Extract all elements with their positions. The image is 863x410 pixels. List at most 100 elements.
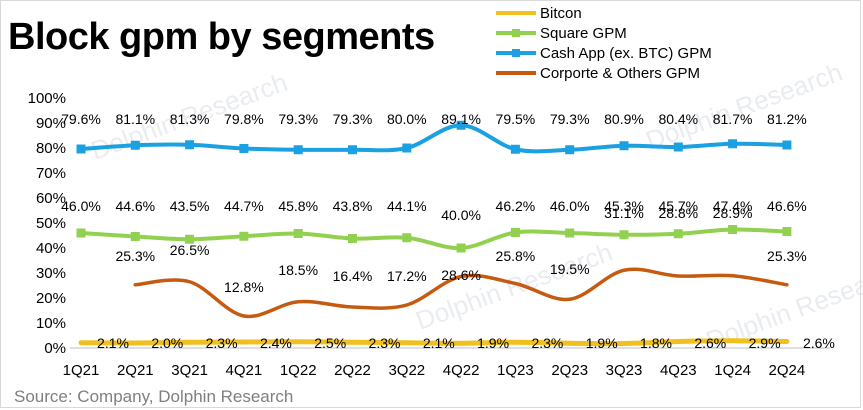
data-label-bitcoin: 2.9% [749,335,781,351]
data-label-square: 45.3% [604,198,644,214]
data-label-square: 43.5% [170,198,210,214]
x-tick-label: 4Q23 [660,362,697,379]
y-tick-label: 20% [36,290,66,307]
data-label-bitcoin: 2.3% [206,335,238,351]
data-label-cashapp: 79.6% [61,111,101,127]
data-label-square: 45.7% [658,198,698,214]
series-line-corporate [133,267,789,319]
chart-title: Block gpm by segments [8,16,435,58]
data-point-square [456,243,466,253]
x-tick-label: 1Q21 [63,362,100,379]
data-label-bitcoin: 2.3% [531,335,563,351]
data-label-cashapp: 80.9% [604,111,644,127]
data-label-corporate: 12.8% [224,279,264,295]
series-line-cashapp [79,123,789,154]
x-tick-label: 3Q21 [171,362,208,379]
data-point-square [185,234,195,244]
data-label-square: 44.1% [387,198,427,214]
data-point-cashapp [348,145,357,155]
data-label-square: 43.8% [333,198,373,214]
legend-label-corporate: Corporte & Others GPM [540,65,700,82]
data-label-square: 46.0% [61,198,101,214]
data-label-cashapp: 81.2% [767,111,807,127]
data-point-cashapp [293,145,303,155]
legend-label-cashapp: Cash App (ex. BTC) GPM [540,45,712,62]
legend-label-bitcoin: Bitcon [540,5,582,22]
legend-label-square: Square GPM [540,25,627,42]
data-label-bitcoin: 2.6% [694,335,726,351]
x-tick-label: 2Q22 [334,362,371,379]
data-label-corporate: 25.3% [115,248,155,264]
data-label-bitcoin: 2.4% [260,335,292,351]
x-tick-label: 1Q22 [280,362,317,379]
data-label-cashapp: 79.8% [224,111,264,127]
data-label-square: 40.0% [441,207,481,223]
y-tick-label: 100% [28,90,66,107]
y-tick-label: 30% [36,265,66,282]
y-tick-label: 90% [36,115,66,132]
data-point-cashapp [782,140,792,150]
data-label-square: 46.6% [767,198,807,214]
data-label-cashapp: 81.1% [115,111,155,127]
data-point-cashapp [239,144,249,153]
data-label-square: 44.7% [224,198,264,214]
data-point-square [239,231,249,241]
series-line-square [79,227,789,251]
x-tick-label: 2Q23 [551,362,588,379]
x-tick-label: 2Q21 [117,362,154,379]
data-point-cashapp [185,140,195,150]
x-tick-label: 3Q22 [388,362,425,379]
x-tick-label: 2Q24 [769,362,806,379]
data-point-cashapp [619,141,629,151]
data-label-corporate: 28.8% [658,205,698,221]
data-label-corporate: 31.1% [604,205,644,221]
data-label-cashapp: 79.3% [278,111,318,127]
series-line-bitcoin [78,338,790,347]
data-label-corporate: 16.4% [333,268,373,284]
data-label-corporate: 18.5% [278,262,318,278]
data-label-bitcoin: 2.5% [314,335,346,351]
data-point-square [510,228,520,237]
legend-marker-square [512,29,520,37]
data-point-cashapp [728,139,738,149]
data-label-cashapp: 89.1% [441,111,481,127]
data-point-cashapp [130,140,140,150]
data-point-cashapp [402,143,412,153]
data-point-cashapp [456,120,466,130]
data-point-square [619,230,629,240]
data-point-square [402,233,412,243]
data-point-square [673,229,683,239]
data-label-bitcoin: 2.0% [151,335,183,351]
x-tick-label: 1Q23 [497,362,534,379]
data-point-square [728,225,738,234]
data-point-cashapp [510,144,520,154]
data-point-square [293,229,303,238]
y-tick-label: 40% [36,240,66,257]
y-tick-label: 70% [36,165,66,182]
data-label-corporate: 28.9% [713,205,753,221]
y-tick-label: 80% [36,140,66,157]
data-label-bitcoin: 2.6% [803,335,835,351]
data-label-square: 45.8% [278,198,318,214]
data-label-corporate: 28.6% [441,267,481,283]
x-tick-label: 4Q21 [226,362,263,379]
data-label-bitcoin: 1.8% [640,335,672,351]
data-label-bitcoin: 2.1% [423,335,455,351]
source-note: Source: Company, Dolphin Research [14,387,294,406]
x-tick-label: 4Q22 [443,362,480,379]
data-point-square [130,232,140,241]
x-tick-label: 1Q24 [714,362,751,379]
data-label-bitcoin: 1.9% [586,335,618,351]
y-tick-label: 0% [44,340,66,357]
data-label-cashapp: 79.3% [333,111,373,127]
data-label-square: 47.4% [713,198,753,214]
data-point-square [565,228,575,238]
data-label-bitcoin: 1.9% [477,335,509,351]
data-label-bitcoin: 2.1% [97,335,129,351]
x-tick-label: 3Q23 [606,362,643,379]
data-label-corporate: 25.8% [496,248,536,264]
data-point-square [348,234,357,243]
y-tick-label: 10% [36,315,66,332]
data-label-corporate: 17.2% [387,268,427,284]
